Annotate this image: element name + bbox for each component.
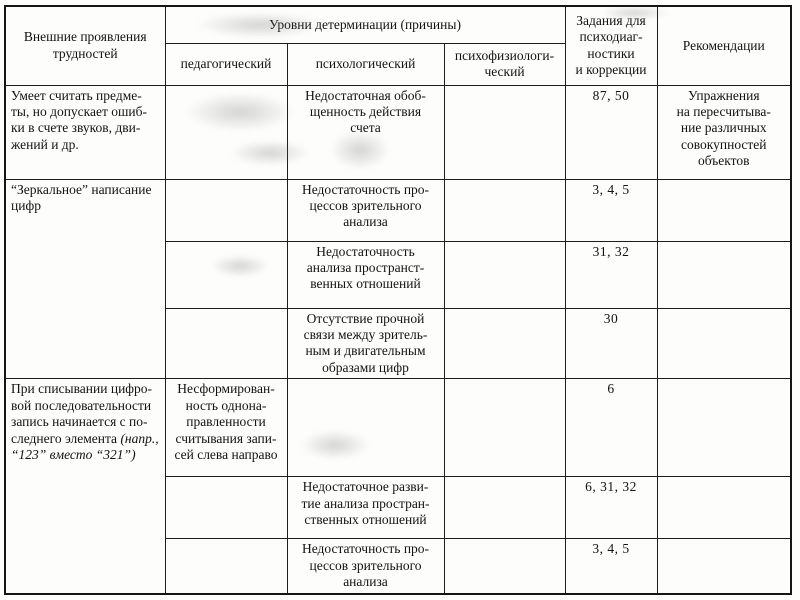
cell-r2-external: “Зеркальное” написание цифр <box>4 178 166 380</box>
cell-r3b-psychophysiological-empty <box>443 476 566 540</box>
cell-r2c-psychological: Отсутствие прочной связи между зритель- … <box>286 307 445 380</box>
cell-r3c-psychological-text: Недостаточность про- цессов зрительного … <box>301 541 430 590</box>
header-tasks-diagnostics-label: Задания для психодиаг- ностики и коррекц… <box>575 12 647 78</box>
cell-r2c-psychophysiological-empty <box>443 307 566 380</box>
header-psychophysiological-label: психофизиологи- ческий <box>454 47 555 79</box>
cell-r2c-tasks: 30 <box>564 307 658 380</box>
cell-r2a-psychological-text: Недостаточность про- цессов зрительного … <box>301 181 430 230</box>
cell-r2a-psychophysiological-empty <box>443 178 566 242</box>
cell-r3a-pedagogical: Несформирован- ность однона- правленност… <box>164 378 288 478</box>
header-determination-levels-label: Уровни детерминации (причины) <box>269 16 461 32</box>
cell-r2c-recommendations-empty <box>656 307 792 380</box>
cell-r1-psychological-text: Недостаточная обоб- щенность действия сч… <box>305 87 426 136</box>
cell-r3b-psychological: Недостаточное разви- тие анализа простра… <box>286 476 445 540</box>
cell-r3b-tasks-text: 6, 31, 32 <box>585 479 637 495</box>
header-pedagogical: педагогический <box>164 42 288 86</box>
cell-r1-pedagogical-empty <box>164 84 288 180</box>
header-external-manifestations: Внешние проявления трудностей <box>4 5 166 86</box>
cell-r2b-psychological-text: Недостаточность анализа пространст- венн… <box>306 243 425 292</box>
cell-r1-external: Умеет считать предме- ты, но допускает о… <box>4 84 166 180</box>
cell-r3a-tasks: 6 <box>564 378 658 478</box>
cell-r2a-recommendations-empty <box>656 178 792 242</box>
cell-r2-external-text: “Зеркальное” написание цифр <box>11 181 152 213</box>
cell-r1-tasks: 87, 50 <box>564 84 658 180</box>
cell-r3b-tasks: 6, 31, 32 <box>564 476 658 540</box>
cell-r2b-psychological: Недостаточность анализа пространст- венн… <box>286 240 445 309</box>
cell-r3c-tasks: 3, 4, 5 <box>564 538 658 595</box>
cell-r1-recommendations: Упражнения на пересчитыва- ние различных… <box>656 84 792 180</box>
cell-r3b-recommendations-empty <box>656 476 792 540</box>
header-recommendations: Рекомендации <box>656 5 792 86</box>
cell-r3-external: При списывании цифро- вой последовательн… <box>4 378 166 595</box>
cell-r2b-pedagogical-empty <box>164 240 288 309</box>
cell-r3a-psychological-empty <box>286 378 445 478</box>
cell-r3c-psychological: Недостаточность про- цессов зрительного … <box>286 538 445 595</box>
cell-r2a-tasks: 3, 4, 5 <box>564 178 658 242</box>
cell-r2a-tasks-text: 3, 4, 5 <box>592 181 630 197</box>
cell-r1-psychological: Недостаточная обоб- щенность действия сч… <box>286 84 445 180</box>
header-psychological-label: психологический <box>315 55 416 71</box>
cell-r2a-psychological: Недостаточность про- цессов зрительного … <box>286 178 445 242</box>
difficulties-determination-table: Внешние проявления трудностей Уровни дет… <box>4 5 793 595</box>
header-psychophysiological: психофизиологи- ческий <box>443 42 566 86</box>
cell-r1-psychophysiological-empty <box>443 84 566 180</box>
cell-r3c-pedagogical-empty <box>164 538 288 595</box>
header-tasks-diagnostics: Задания для психодиаг- ностики и коррекц… <box>564 5 658 86</box>
header-pedagogical-label: педагогический <box>180 55 272 71</box>
cell-r2c-psychological-text: Отсутствие прочной связи между зритель- … <box>303 310 428 375</box>
cell-r3a-psychophysiological-empty <box>443 378 566 478</box>
cell-r3a-tasks-text: 6 <box>607 381 615 397</box>
cell-r2b-tasks: 31, 32 <box>564 240 658 309</box>
cell-r3-external-example: (напр., “123” вместо “321”) <box>11 430 159 463</box>
cell-r3c-tasks-text: 3, 4, 5 <box>592 541 630 557</box>
cell-r1-tasks-text: 87, 50 <box>592 87 630 103</box>
cell-r2c-pedagogical-empty <box>164 307 288 380</box>
cell-r3-external-main: При списывании цифро- вой последовательн… <box>11 381 153 446</box>
cell-r2a-pedagogical-empty <box>164 178 288 242</box>
cell-r3a-pedagogical-text: Несформирован- ность однона- правленност… <box>174 381 278 463</box>
cell-r2c-tasks-text: 30 <box>603 310 619 326</box>
header-external-manifestations-label: Внешние проявления трудностей <box>23 29 147 61</box>
cell-r3c-recommendations-empty <box>656 538 792 595</box>
header-psychological: психологический <box>286 42 445 86</box>
cell-r1-external-text: Умеет считать предме- ты, но допускает о… <box>11 87 148 152</box>
cell-r2b-recommendations-empty <box>656 240 792 309</box>
cell-r3c-psychophysiological-empty <box>443 538 566 595</box>
header-determination-levels-group: Уровни детерминации (причины) <box>164 5 566 44</box>
cell-r3b-pedagogical-empty <box>164 476 288 540</box>
header-recommendations-label: Рекомендации <box>682 37 765 53</box>
cell-r3a-recommendations-empty <box>656 378 792 478</box>
cell-r2b-tasks-text: 31, 32 <box>592 243 630 259</box>
cell-r3-external-text: При списывании цифро- вой последовательн… <box>11 381 161 463</box>
cell-r2b-psychophysiological-empty <box>443 240 566 309</box>
cell-r3b-psychological-text: Недостаточное разви- тие анализа простра… <box>301 479 430 528</box>
cell-r1-recommendations-text: Упражнения на пересчитыва- ние различных… <box>676 87 771 169</box>
